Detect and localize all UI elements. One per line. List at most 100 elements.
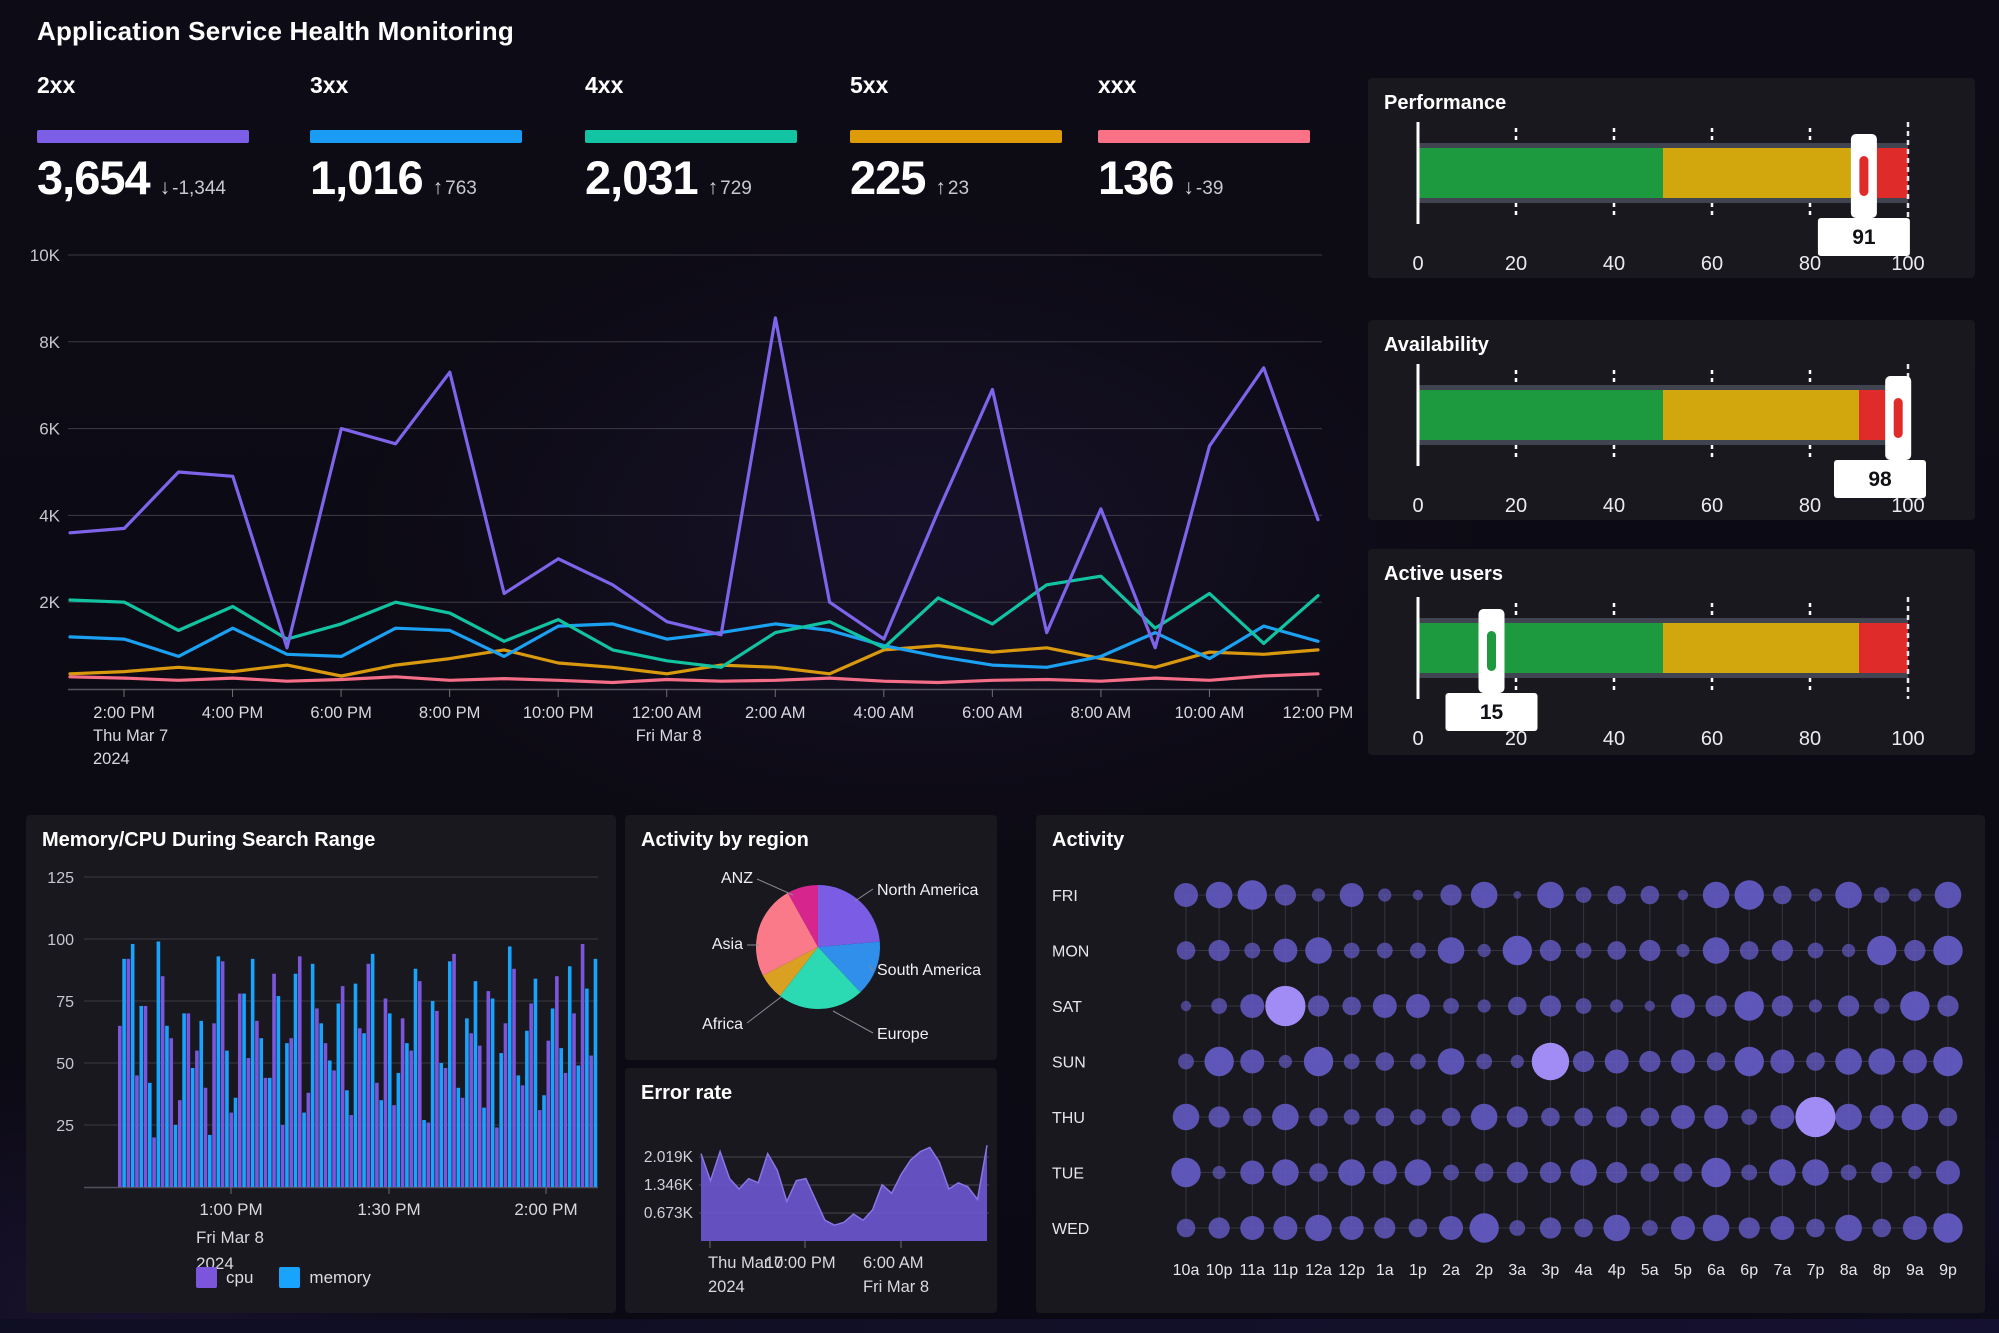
trend-up-icon: ↑ [707, 176, 719, 199]
svg-text:2024: 2024 [93, 750, 130, 768]
punchcard-col-label-7a: 7a [1773, 1262, 1791, 1279]
svg-text:6:00 AM: 6:00 AM [962, 704, 1023, 722]
trend-up-icon: ↑ [432, 176, 444, 199]
page-title: Application Service Health Monitoring [37, 16, 514, 46]
svg-text:75: 75 [56, 994, 74, 1011]
status-delta: -1,344 [172, 178, 226, 199]
svg-text:25: 25 [56, 1118, 74, 1135]
legend-label: memory [309, 1267, 371, 1287]
card-title-memory-cpu: Memory/CPU During Search Range [42, 829, 376, 851]
punchcard-col-label-7p: 7p [1807, 1262, 1825, 1279]
pie-label-asia: Asia [712, 936, 743, 953]
svg-text:0: 0 [1412, 253, 1423, 274]
card-title-availability: Availability [1384, 334, 1489, 356]
svg-text:100: 100 [1891, 495, 1924, 516]
pie-label-europe: Europe [877, 1026, 929, 1043]
svg-text:0: 0 [1412, 728, 1423, 749]
svg-text:60: 60 [1701, 253, 1723, 274]
svg-text:2.019K: 2.019K [644, 1149, 694, 1166]
svg-text:60: 60 [1701, 728, 1723, 749]
svg-text:8K: 8K [39, 333, 60, 352]
svg-text:80: 80 [1799, 728, 1821, 749]
error-rate-card: Error rate 0.673K 1.346K 2.019K Thu Mar 7 20… [625, 1068, 997, 1313]
punchcard-col-label-5p: 5p [1674, 1262, 1692, 1279]
svg-text:10K: 10K [30, 246, 61, 265]
svg-text:Fri Mar 8: Fri Mar 8 [196, 1228, 264, 1247]
card-title-activity: Activity [1052, 829, 1125, 851]
active-users-gauge-card: Active users 0 20 40 60 80 100 15 [1368, 549, 1975, 755]
punchcard-col-label-11a: 11a [1240, 1262, 1266, 1279]
active-users-gauge: 0 20 40 60 80 100 15 [1412, 597, 1925, 749]
trend-down-icon: ↓ [159, 176, 171, 199]
status-sparkbar [585, 130, 797, 143]
status-panel-5xx: 5xx 225 ↑ 23 [850, 66, 1065, 231]
punchcard-col-label-9a: 9a [1906, 1262, 1924, 1279]
card-title-active-users: Active users [1384, 563, 1503, 585]
punchcard-col-label-6p: 6p [1740, 1262, 1758, 1279]
svg-text:Thu Mar 7: Thu Mar 7 [93, 727, 168, 745]
svg-text:0: 0 [1412, 495, 1423, 516]
punchcard-col-label-1a: 1a [1376, 1262, 1394, 1279]
legend-label: cpu [226, 1267, 254, 1287]
memory-cpu-legend: cpu memory [196, 1267, 371, 1288]
status-sparkbar [1098, 130, 1310, 143]
svg-text:4K: 4K [39, 506, 60, 525]
http-status-timeseries-chart: 10K 8K 6K 4K 2K 2:00 PM Thu Mar 7 2024 4:00 PM 6:… [30, 246, 1353, 768]
svg-text:100: 100 [47, 932, 74, 949]
status-panel-xxx: xxx 136 ↓ -39 [1098, 66, 1313, 231]
legend-swatch-cpu [196, 1267, 217, 1288]
status-delta: -39 [1195, 178, 1224, 199]
trend-up-icon: ↑ [935, 176, 946, 199]
svg-text:4:00 AM: 4:00 AM [854, 704, 915, 722]
svg-text:60: 60 [1701, 495, 1723, 516]
svg-text:10:00 PM: 10:00 PM [523, 704, 594, 722]
svg-text:91: 91 [1852, 226, 1876, 249]
svg-text:125: 125 [47, 870, 74, 887]
punchcard-col-label-8p: 8p [1873, 1262, 1891, 1279]
availability-gauge-card: Availability 0 20 40 60 80 100 98 [1368, 320, 1975, 520]
punchcard-col-label-6a: 6a [1707, 1262, 1725, 1279]
svg-text:20: 20 [1505, 495, 1527, 516]
svg-text:50: 50 [56, 1056, 74, 1073]
punchcard-row-label-wed: WED [1052, 1221, 1089, 1238]
status-delta: 729 [720, 178, 752, 199]
punchcard-row-label-thu: THU [1052, 1110, 1085, 1127]
punchcard-col-label-2p: 2p [1475, 1262, 1493, 1279]
pie-label-north-america: North America [877, 882, 978, 899]
svg-text:8:00 PM: 8:00 PM [419, 704, 480, 722]
card-title-performance: Performance [1384, 92, 1507, 114]
punchcard-row-label-sun: SUN [1052, 1055, 1086, 1072]
status-label: xxx [1098, 72, 1137, 98]
activity-by-region-pie: North America South America Europe Africa As… [702, 870, 981, 1043]
status-value: 136 [1098, 151, 1174, 204]
status-value: 1,016 [310, 151, 424, 204]
status-value: 225 [850, 151, 926, 204]
pie-label-south-america: South America [877, 962, 981, 979]
svg-text:100: 100 [1891, 253, 1924, 274]
svg-text:4:00 PM: 4:00 PM [202, 704, 263, 722]
svg-text:1:30 PM: 1:30 PM [357, 1200, 420, 1219]
status-value: 2,031 [585, 151, 699, 204]
punchcard-col-label-4a: 4a [1575, 1262, 1593, 1279]
status-label: 2xx [37, 72, 76, 98]
status-label: 4xx [585, 72, 624, 98]
availability-gauge: 0 20 40 60 80 100 98 [1412, 364, 1926, 516]
svg-text:100: 100 [1891, 728, 1924, 749]
punchcard-col-label-10p: 10p [1206, 1262, 1233, 1279]
svg-text:1.346K: 1.346K [644, 1177, 694, 1194]
svg-text:6:00 PM: 6:00 PM [310, 704, 371, 722]
svg-text:20: 20 [1505, 728, 1527, 749]
svg-text:2:00 AM: 2:00 AM [745, 704, 806, 722]
bottom-strip [0, 1319, 1999, 1333]
punchcard-row-label-fri: FRI [1052, 888, 1078, 905]
status-delta: 23 [947, 178, 970, 199]
status-panel-row: 2xx 3,654 ↓ -1,344 3xx 1,016 ↑ 763 4xx 2,031 ↑ 729 5… [0, 66, 1360, 241]
punchcard-col-label-4p: 4p [1608, 1262, 1626, 1279]
punchcard-col-label-1p: 1p [1409, 1262, 1427, 1279]
status-panel-4xx: 4xx 2,031 ↑ 729 [585, 66, 800, 231]
punchcard-row-label-sat: SAT [1052, 999, 1082, 1016]
status-panel-3xx: 3xx 1,016 ↑ 763 [310, 66, 525, 231]
legend-swatch-memory [279, 1267, 301, 1288]
legend-item-memory: memory [279, 1267, 371, 1288]
